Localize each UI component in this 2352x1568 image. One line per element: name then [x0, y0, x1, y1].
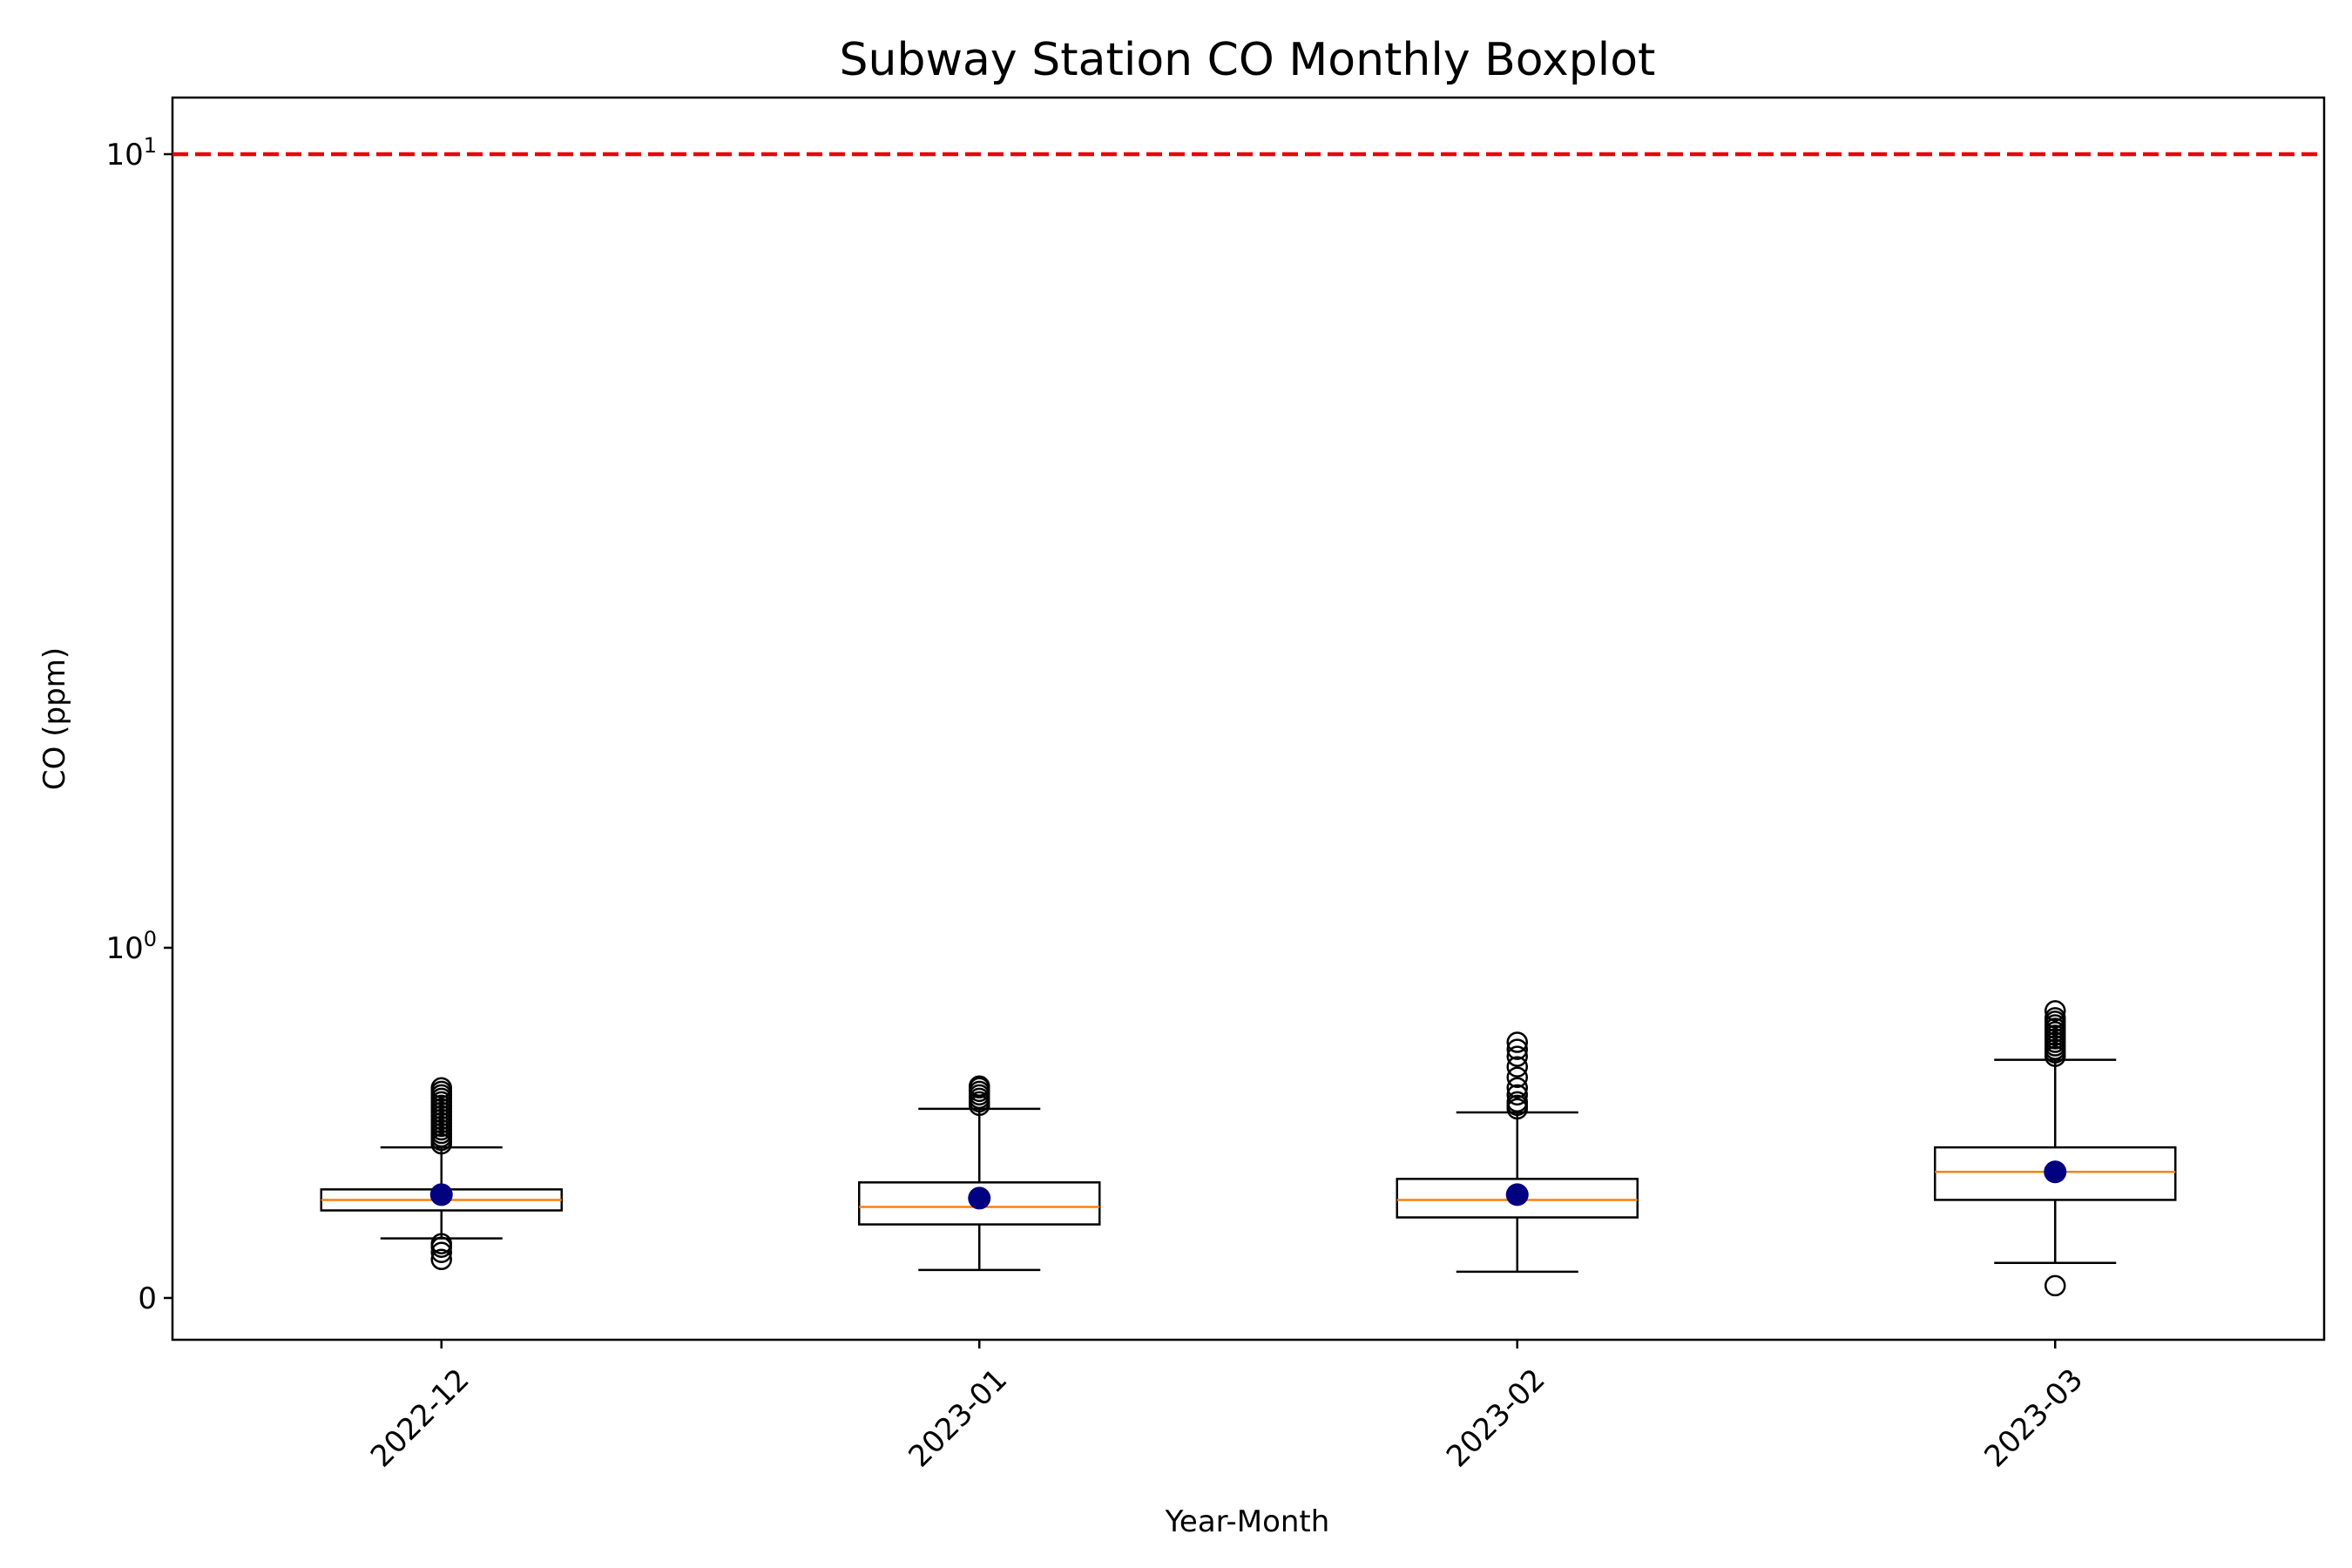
- outlier-point: [2044, 1007, 2066, 1029]
- outlier-point: [430, 1233, 452, 1254]
- outlier-point: [1506, 1084, 1528, 1106]
- outlier-point: [1506, 1031, 1528, 1053]
- iqr-box: [1934, 1146, 2177, 1201]
- outlier-point: [2044, 1274, 2066, 1297]
- y-axis-label: CO (ppm): [37, 647, 72, 790]
- mean-marker: [2044, 1160, 2067, 1184]
- box-2023-01: [858, 1075, 1101, 1272]
- outlier-point: [430, 1241, 452, 1263]
- outlier-point: [1506, 1066, 1528, 1088]
- outlier-point: [1506, 1091, 1528, 1113]
- x-axis-label: Year-Month: [1165, 1504, 1330, 1539]
- x-axis-ticks: 2022-12 2023-01 2023-02 2023-03: [364, 1340, 2090, 1474]
- outlier-point: [969, 1075, 990, 1098]
- y-tick-label: 0: [138, 1281, 157, 1316]
- iqr-box: [858, 1181, 1101, 1226]
- outlier-point: [430, 1248, 452, 1271]
- y-tick-label: 101: [105, 133, 157, 172]
- x-tick-label: 2023-03: [1977, 1362, 2090, 1475]
- mean-marker: [429, 1183, 453, 1206]
- outlier-point: [2044, 1000, 2066, 1022]
- mean-marker: [968, 1186, 991, 1210]
- y-tick-label: 100: [105, 927, 157, 966]
- x-tick-label: 2022-12: [364, 1362, 476, 1475]
- outlier-point: [430, 1077, 452, 1099]
- box-2023-03: [1934, 1000, 2177, 1297]
- iqr-box: [1396, 1178, 1639, 1219]
- box-2023-02: [1396, 1031, 1639, 1274]
- mean-marker: [1505, 1183, 1529, 1206]
- x-tick-label: 2023-02: [1440, 1362, 1552, 1475]
- outlier-point: [1506, 1077, 1528, 1099]
- outlier-point: [1506, 1038, 1528, 1060]
- outlier-point: [1506, 1056, 1528, 1078]
- x-tick-label: 2023-01: [902, 1362, 1014, 1475]
- y-axis-ticks: 0 100 101: [105, 133, 172, 1316]
- boxes-layer: [320, 1000, 2177, 1297]
- chart-title: Subway Station CO Monthly Boxplot: [840, 34, 1656, 86]
- plot-area: [171, 96, 2326, 1342]
- box-2022-12: [320, 1077, 563, 1271]
- outlier-point: [1506, 1045, 1528, 1067]
